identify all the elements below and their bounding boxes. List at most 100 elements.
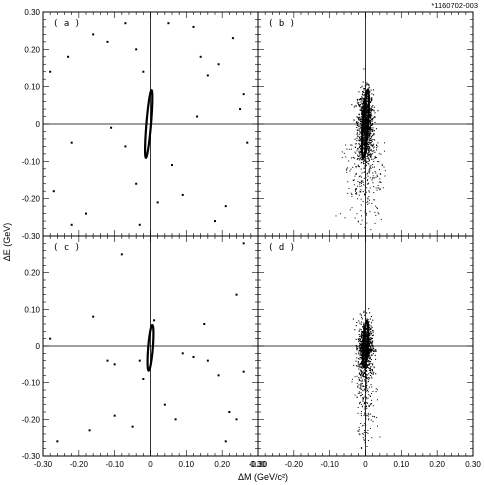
data-point <box>192 25 195 28</box>
data-point <box>372 172 374 174</box>
data-point <box>370 338 373 340</box>
data-point <box>362 181 364 183</box>
data-point <box>370 229 372 231</box>
data-point <box>365 370 367 372</box>
data-point <box>358 117 360 119</box>
data-point <box>360 145 362 147</box>
data-point <box>371 326 373 328</box>
data-point <box>369 147 371 149</box>
data-point <box>357 154 359 156</box>
data-point <box>364 193 366 195</box>
data-point <box>368 169 370 171</box>
data-point <box>365 151 367 153</box>
data-point <box>363 161 365 163</box>
data-point <box>368 121 370 123</box>
data-point <box>361 371 363 373</box>
data-point <box>359 395 361 397</box>
panel-b: ( b ) <box>257 11 474 237</box>
data-point <box>359 99 361 101</box>
data-point <box>356 382 358 384</box>
data-point <box>364 116 366 118</box>
data-point <box>364 185 366 187</box>
data-point <box>181 193 184 196</box>
data-point <box>369 371 371 373</box>
data-point <box>92 315 95 318</box>
data-point <box>370 363 372 365</box>
data-point <box>364 129 366 131</box>
data-point <box>370 419 372 421</box>
panel-label: ( b ) <box>268 19 295 29</box>
data-point <box>370 322 373 324</box>
data-point <box>370 141 372 143</box>
data-point <box>367 144 369 146</box>
data-point <box>373 139 376 141</box>
data-point <box>363 370 365 372</box>
data-point <box>369 329 371 331</box>
data-point <box>360 370 362 372</box>
data-point <box>367 355 369 357</box>
data-point <box>361 388 363 390</box>
data-point <box>365 391 367 393</box>
data-point <box>362 159 364 161</box>
data-point <box>369 123 371 125</box>
data-point <box>366 396 368 398</box>
data-point <box>361 380 363 382</box>
data-point <box>341 151 343 153</box>
data-point <box>380 181 382 183</box>
data-point <box>364 406 366 408</box>
data-point <box>364 120 366 122</box>
data-point <box>368 158 370 160</box>
data-point <box>106 40 109 43</box>
data-point <box>376 145 378 147</box>
data-point <box>358 429 360 431</box>
data-point <box>365 117 367 119</box>
data-point <box>372 164 374 166</box>
data-point <box>353 364 355 366</box>
y-tick-label: 0.20 <box>24 269 40 278</box>
data-point <box>379 181 381 183</box>
data-point <box>372 334 375 336</box>
data-point <box>363 359 365 361</box>
data-point <box>360 365 362 367</box>
data-point <box>361 111 363 113</box>
data-point <box>370 100 372 102</box>
data-point <box>369 142 371 144</box>
data-point <box>384 170 386 172</box>
data-point <box>361 113 363 115</box>
data-point <box>363 345 365 347</box>
data-point <box>362 180 364 182</box>
data-point <box>372 175 374 177</box>
data-point <box>372 372 374 374</box>
data-point <box>356 185 358 187</box>
data-point <box>359 313 361 315</box>
data-point <box>364 127 366 129</box>
y-tick-label: 0.10 <box>24 83 40 92</box>
data-point <box>345 156 347 158</box>
data-point <box>367 147 369 149</box>
data-point <box>372 144 374 146</box>
data-point <box>369 369 371 371</box>
data-point <box>351 104 353 106</box>
data-point <box>370 137 372 139</box>
data-point <box>368 418 370 420</box>
signal-ellipse <box>146 323 155 372</box>
data-point <box>371 109 373 111</box>
data-point <box>357 118 359 120</box>
data-point <box>374 151 376 153</box>
data-point <box>370 117 372 119</box>
data-point <box>365 385 367 387</box>
data-point <box>366 104 368 106</box>
data-point <box>365 131 367 133</box>
data-point <box>354 217 356 219</box>
data-point <box>377 399 379 401</box>
data-point <box>356 98 358 100</box>
data-point <box>228 411 231 413</box>
data-point <box>231 37 234 40</box>
data-point <box>359 119 361 121</box>
data-point <box>383 166 385 168</box>
data-point <box>360 346 362 348</box>
data-point <box>359 131 361 133</box>
data-point <box>362 162 364 164</box>
data-point <box>355 324 357 327</box>
data-point <box>370 351 372 353</box>
